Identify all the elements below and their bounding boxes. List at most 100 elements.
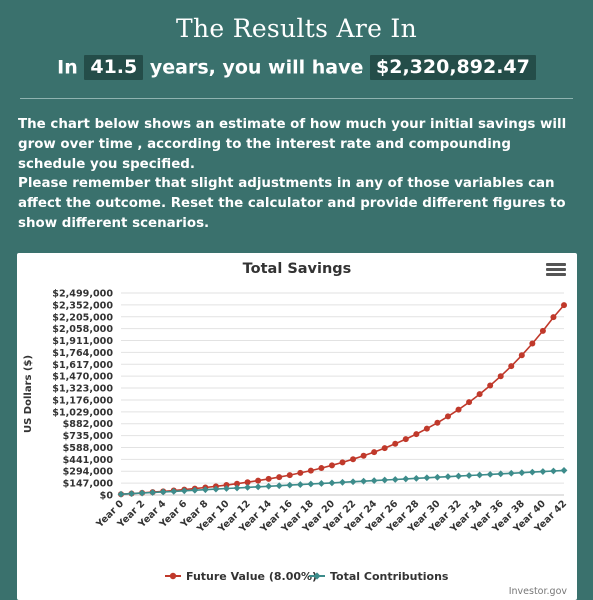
- future-value-point: [255, 477, 262, 484]
- future-value-point: [434, 419, 441, 426]
- future-value-point: [508, 363, 515, 370]
- contributions-point: [275, 482, 283, 490]
- contributions-point: [212, 485, 220, 493]
- contributions-point: [539, 468, 547, 475]
- legend-marker: [313, 572, 321, 580]
- future-value-point: [402, 436, 409, 443]
- chart-explanation: The chart below shows an estimate of how…: [18, 117, 567, 172]
- future-value-point: [318, 465, 325, 472]
- y-tick-label: $147,000: [63, 479, 114, 490]
- contributions-point: [254, 483, 262, 491]
- adjustment-note: Please remember that slight adjustments …: [18, 176, 566, 231]
- contributions-point: [180, 487, 188, 495]
- contributions-point: [159, 488, 167, 496]
- y-tick-label: $1,176,000: [52, 395, 113, 406]
- future-value-point: [444, 413, 451, 420]
- contributions-point: [560, 467, 568, 474]
- y-tick-label: $1,323,000: [52, 384, 113, 395]
- results-summary: In 41.5 years, you will have $2,320,892.…: [0, 55, 593, 80]
- y-tick-label: $2,352,000: [52, 300, 113, 311]
- future-value-point: [265, 475, 272, 482]
- contributions-point: [138, 489, 146, 497]
- future-value-point: [371, 449, 378, 456]
- future-value-point: [487, 382, 494, 389]
- future-value-point: [381, 445, 388, 452]
- future-value-point: [423, 425, 430, 432]
- chart-canvas: Total Savings$0$147,000$294,000$441,000$…: [23, 261, 569, 583]
- contributions-point: [265, 482, 273, 490]
- contributions-point: [434, 473, 441, 481]
- contributions-point: [201, 486, 209, 494]
- contributions-point: [497, 470, 505, 478]
- contributions-point: [307, 480, 315, 488]
- y-tick-label: $2,205,000: [52, 312, 113, 323]
- y-tick-label: $1,470,000: [52, 372, 113, 383]
- amount-value: $2,320,892.47: [370, 55, 536, 80]
- contributions-point: [518, 469, 526, 477]
- chart-title: Total Savings: [243, 261, 352, 277]
- future-value-point: [286, 472, 293, 479]
- future-value-point: [276, 474, 283, 481]
- y-tick-label: $1,911,000: [52, 336, 113, 347]
- y-tick-label: $1,029,000: [52, 407, 113, 418]
- contributions-point: [455, 472, 462, 480]
- y-tick-label: $441,000: [63, 455, 114, 466]
- future-value-point: [244, 479, 251, 486]
- contributions-point: [318, 480, 325, 487]
- contributions-point: [465, 472, 473, 479]
- y-axis-label: US Dollars ($): [23, 355, 34, 433]
- y-tick-label: $2,058,000: [52, 324, 113, 335]
- future-value-point: [339, 459, 346, 466]
- hamburger-menu-icon[interactable]: [546, 261, 566, 279]
- contributions-point: [233, 484, 241, 492]
- y-tick-label: $294,000: [63, 467, 114, 478]
- divider: [20, 98, 573, 99]
- contributions-point: [507, 469, 515, 477]
- future-value-point: [392, 440, 399, 447]
- contributions-point: [412, 474, 420, 482]
- summary-middle: years, you will have: [149, 56, 364, 79]
- chart-credit[interactable]: Investor.gov: [508, 586, 567, 597]
- contributions-point: [286, 481, 294, 489]
- contributions-point: [223, 485, 230, 492]
- contributions-point: [381, 476, 389, 484]
- contributions-point: [360, 477, 367, 485]
- future-value-point: [455, 406, 462, 413]
- legend-future-value[interactable]: Future Value (8.00%): [186, 570, 317, 583]
- future-value-point: [466, 399, 473, 406]
- contributions-point: [128, 490, 135, 498]
- legend-marker: [169, 572, 177, 580]
- future-value-point: [518, 352, 525, 359]
- contributions-point: [370, 477, 378, 485]
- contributions-point: [476, 471, 484, 479]
- contributions-point: [170, 487, 178, 495]
- contributions-point: [296, 481, 304, 488]
- future-value-point: [497, 373, 504, 380]
- contributions-point: [339, 478, 346, 486]
- legend-total-contributions[interactable]: Total Contributions: [330, 570, 449, 583]
- y-tick-label: $1,617,000: [52, 360, 113, 371]
- years-value: 41.5: [84, 55, 144, 80]
- future-value-point: [350, 456, 357, 463]
- contributions-point: [244, 484, 251, 491]
- contributions-point: [391, 476, 399, 483]
- y-tick-label: $0: [100, 491, 114, 502]
- future-value-point: [234, 480, 241, 487]
- y-tick-label: $735,000: [63, 431, 114, 442]
- future-value-point: [539, 327, 546, 334]
- future-value-point: [476, 391, 483, 398]
- total-savings-chart: Total Savings $0 $147,000 $294,000 $441,000 $…: [17, 253, 577, 600]
- contributions-point: [349, 478, 357, 486]
- contributions-point: [191, 486, 199, 494]
- y-tick-label: $588,000: [63, 443, 114, 454]
- contributions-point: [444, 473, 452, 481]
- contributions-point: [328, 479, 336, 487]
- y-tick-label: $882,000: [63, 419, 114, 430]
- future-value-point: [360, 452, 367, 459]
- y-tick-label: $2,499,000: [52, 289, 113, 300]
- contributions-point: [550, 467, 557, 475]
- future-value-point: [307, 467, 314, 474]
- contributions-point: [149, 489, 157, 496]
- contributions-point: [402, 475, 410, 483]
- future-value-point: [223, 482, 230, 489]
